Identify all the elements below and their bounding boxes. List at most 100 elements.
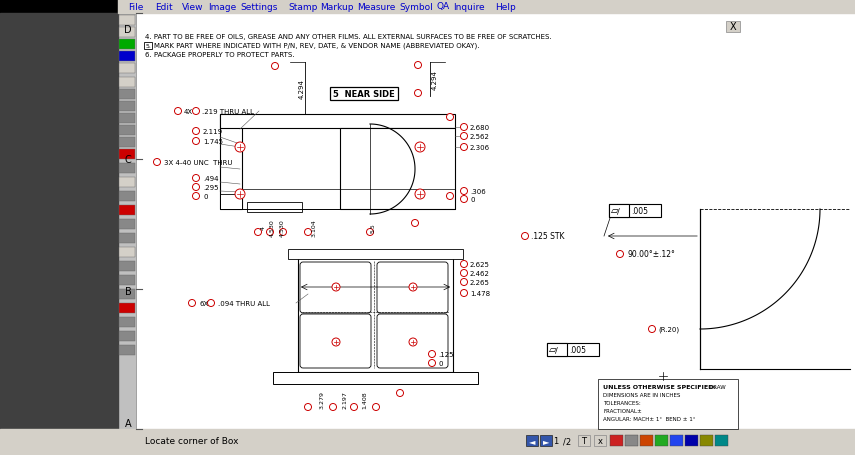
FancyBboxPatch shape (300, 314, 371, 368)
Bar (119, 248, 135, 258)
Circle shape (461, 133, 468, 140)
Bar (685, 435, 698, 446)
Circle shape (304, 229, 311, 236)
Text: Markup: Markup (320, 2, 353, 11)
Text: 6. PACKAGE PROPERLY TO PROTECT PARTS.: 6. PACKAGE PROPERLY TO PROTECT PARTS. (145, 52, 294, 58)
Bar (610, 435, 623, 446)
Text: ∕: ∕ (617, 207, 620, 216)
Bar (119, 192, 135, 202)
Bar (547, 343, 567, 356)
Bar (144, 43, 152, 50)
Bar (136, 14, 855, 429)
Text: 2.625: 2.625 (470, 262, 490, 268)
Circle shape (304, 404, 311, 410)
Bar (625, 435, 638, 446)
Circle shape (461, 270, 468, 277)
Text: Image: Image (209, 2, 237, 11)
Text: Measure: Measure (357, 2, 396, 11)
Text: .295: .295 (203, 185, 219, 191)
Text: 4. PART TO BE FREE OF OILS, GREASE AND ANY OTHER FILMS. ALL EXTERNAL SURFACES TO: 4. PART TO BE FREE OF OILS, GREASE AND A… (145, 34, 551, 40)
Text: A: A (125, 418, 132, 428)
Circle shape (280, 229, 286, 236)
Bar (220, 115, 242, 210)
Text: ▱: ▱ (549, 345, 557, 355)
Text: Edit: Edit (155, 2, 173, 11)
Circle shape (373, 404, 380, 410)
Text: 4: 4 (261, 226, 266, 229)
Circle shape (461, 261, 468, 268)
Circle shape (332, 338, 340, 346)
Circle shape (446, 193, 453, 200)
Text: QA: QA (437, 2, 450, 11)
Circle shape (397, 389, 404, 397)
Text: 2.680: 2.680 (470, 125, 490, 131)
Bar (655, 435, 668, 446)
Text: 2.197: 2.197 (343, 390, 347, 408)
Bar (119, 40, 135, 50)
Bar (609, 205, 661, 217)
Circle shape (192, 108, 199, 115)
Text: 0: 0 (438, 360, 443, 366)
Text: 6X: 6X (199, 300, 209, 306)
Bar (700, 435, 713, 446)
Bar (609, 205, 629, 217)
Text: .125 STK: .125 STK (531, 232, 564, 241)
Circle shape (192, 175, 199, 182)
Bar (288, 249, 463, 259)
Text: Stamp: Stamp (288, 2, 317, 11)
Text: Locate corner of Box: Locate corner of Box (145, 436, 239, 445)
Text: 5.5: 5.5 (370, 222, 375, 233)
Text: 4.530: 4.530 (280, 219, 285, 236)
Circle shape (428, 351, 435, 358)
Circle shape (461, 124, 468, 131)
Bar (0, 0, 855, 14)
Circle shape (235, 143, 245, 153)
Text: 5  NEAR SIDE: 5 NEAR SIDE (333, 90, 395, 99)
Text: Settings: Settings (240, 2, 278, 11)
Text: .005: .005 (569, 345, 586, 354)
FancyBboxPatch shape (377, 263, 448, 313)
Bar (715, 435, 728, 446)
Text: 1: 1 (553, 436, 558, 445)
Circle shape (255, 229, 262, 236)
Circle shape (522, 233, 528, 240)
Bar (640, 435, 653, 446)
Text: 90.00°±.12°: 90.00°±.12° (628, 250, 675, 259)
Circle shape (461, 290, 468, 297)
Circle shape (461, 279, 468, 286)
Bar (298, 258, 453, 372)
Bar (340, 129, 455, 210)
Text: D: D (124, 25, 132, 35)
Text: ◄: ◄ (528, 436, 535, 445)
Circle shape (351, 404, 357, 410)
Text: C: C (125, 155, 132, 165)
Text: ▱: ▱ (611, 206, 618, 216)
Text: ►: ► (543, 436, 549, 445)
Text: .219 THRU ALL: .219 THRU ALL (202, 109, 254, 115)
Text: X: X (729, 22, 736, 32)
Circle shape (267, 229, 274, 236)
Bar (119, 275, 135, 285)
Bar (119, 78, 135, 88)
Circle shape (409, 283, 417, 291)
Bar (273, 372, 478, 384)
Bar (247, 202, 302, 212)
Bar (670, 435, 683, 446)
Circle shape (461, 188, 468, 195)
Bar (119, 345, 135, 355)
Bar (119, 233, 135, 243)
Text: DIMENSIONS ARE IN INCHES: DIMENSIONS ARE IN INCHES (603, 393, 681, 398)
Text: DRAW: DRAW (710, 384, 727, 389)
Text: .125: .125 (438, 351, 453, 357)
Text: View: View (181, 2, 203, 11)
Text: ANGULAR: MACH± 1°  BEND ± 1°: ANGULAR: MACH± 1° BEND ± 1° (603, 417, 695, 422)
Bar (119, 52, 135, 62)
Text: 0: 0 (203, 193, 208, 200)
Circle shape (192, 138, 199, 145)
Text: Symbol: Symbol (399, 2, 433, 11)
Text: 4.294: 4.294 (432, 70, 438, 90)
Text: 4X: 4X (184, 109, 193, 115)
Bar (119, 262, 135, 271)
Circle shape (329, 404, 337, 410)
Text: Inquire: Inquire (453, 2, 485, 11)
